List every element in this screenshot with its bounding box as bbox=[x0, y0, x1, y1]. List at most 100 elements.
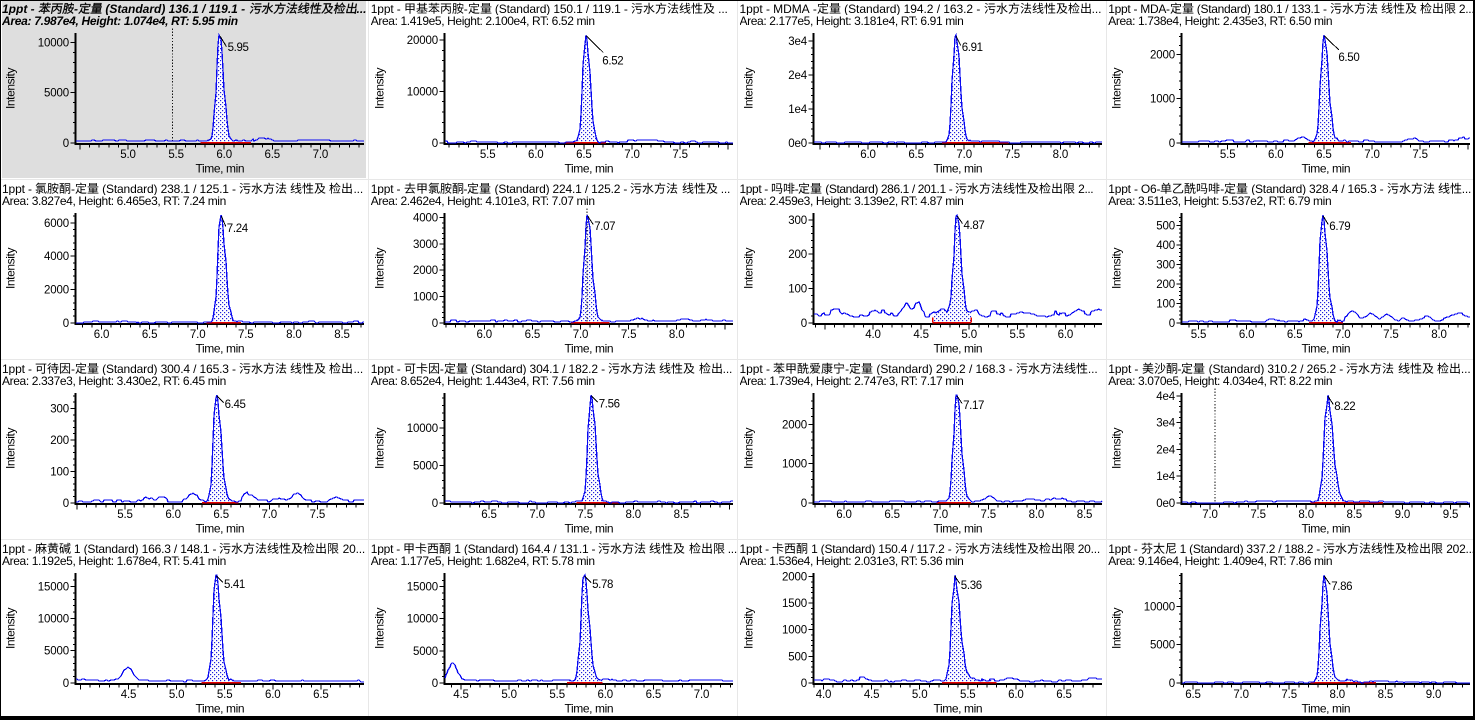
svg-text:Time, min: Time, min bbox=[933, 342, 982, 356]
svg-text:2000: 2000 bbox=[44, 285, 69, 297]
svg-text:1000: 1000 bbox=[413, 292, 438, 304]
svg-text:Time, min: Time, min bbox=[564, 342, 613, 356]
svg-text:4e4: 4e4 bbox=[1157, 391, 1176, 403]
svg-text:500: 500 bbox=[788, 651, 807, 663]
svg-text:8.0: 8.0 bbox=[669, 329, 685, 341]
svg-text:5.78: 5.78 bbox=[592, 579, 613, 591]
svg-text:Time, min: Time, min bbox=[933, 522, 982, 536]
svg-text:100: 100 bbox=[788, 284, 807, 296]
svg-text:0: 0 bbox=[1169, 678, 1175, 690]
svg-text:1e4: 1e4 bbox=[788, 104, 807, 116]
svg-text:5.5: 5.5 bbox=[549, 689, 565, 701]
svg-text:1000: 1000 bbox=[782, 459, 807, 471]
svg-text:2000: 2000 bbox=[413, 265, 438, 277]
svg-text:200: 200 bbox=[788, 249, 807, 261]
svg-text:7.0: 7.0 bbox=[190, 329, 206, 341]
svg-text:1e4: 1e4 bbox=[1157, 471, 1176, 483]
svg-text:0: 0 bbox=[1169, 138, 1175, 150]
svg-text:20000: 20000 bbox=[407, 35, 438, 47]
svg-text:7.0: 7.0 bbox=[262, 509, 278, 521]
svg-text:6.5: 6.5 bbox=[908, 149, 924, 161]
svg-text:Intensity: Intensity bbox=[741, 248, 755, 289]
svg-text:Time, min: Time, min bbox=[1302, 522, 1351, 536]
svg-text:10000: 10000 bbox=[1144, 601, 1175, 613]
svg-text:6.5: 6.5 bbox=[481, 509, 497, 521]
svg-text:0: 0 bbox=[432, 498, 438, 510]
svg-text:2000: 2000 bbox=[1150, 49, 1175, 61]
svg-text:0: 0 bbox=[63, 678, 69, 690]
svg-text:4.5: 4.5 bbox=[913, 329, 929, 341]
svg-text:10000: 10000 bbox=[407, 87, 438, 99]
svg-text:6.0: 6.0 bbox=[265, 689, 281, 701]
svg-text:0e0: 0e0 bbox=[1157, 498, 1176, 510]
svg-text:9.5: 9.5 bbox=[1443, 509, 1459, 521]
svg-text:Intensity: Intensity bbox=[1110, 428, 1124, 469]
svg-text:7.5: 7.5 bbox=[1004, 149, 1020, 161]
svg-text:Intensity: Intensity bbox=[372, 68, 386, 109]
svg-text:7.5: 7.5 bbox=[672, 149, 688, 161]
svg-text:7.0: 7.0 bbox=[956, 149, 972, 161]
svg-text:0: 0 bbox=[800, 318, 806, 330]
svg-text:Time, min: Time, min bbox=[1302, 162, 1351, 176]
svg-text:7.0: 7.0 bbox=[624, 149, 640, 161]
svg-text:Intensity: Intensity bbox=[372, 608, 386, 649]
svg-text:6.5: 6.5 bbox=[1185, 689, 1201, 701]
svg-text:Intensity: Intensity bbox=[4, 248, 18, 289]
svg-text:5.5: 5.5 bbox=[960, 689, 976, 701]
svg-text:5.5: 5.5 bbox=[117, 509, 133, 521]
svg-text:6.0: 6.0 bbox=[1268, 149, 1284, 161]
svg-text:200: 200 bbox=[50, 435, 69, 447]
svg-text:5.5: 5.5 bbox=[1191, 329, 1207, 341]
svg-text:Time, min: Time, min bbox=[1302, 342, 1351, 356]
svg-text:2e4: 2e4 bbox=[1157, 444, 1176, 456]
svg-text:4000: 4000 bbox=[413, 213, 438, 225]
svg-text:5.5: 5.5 bbox=[168, 149, 184, 161]
svg-text:7.0: 7.0 bbox=[1364, 149, 1380, 161]
svg-text:6.5: 6.5 bbox=[645, 689, 661, 701]
svg-text:Intensity: Intensity bbox=[741, 68, 755, 109]
svg-text:7.56: 7.56 bbox=[598, 399, 619, 411]
svg-text:0: 0 bbox=[432, 138, 438, 150]
svg-text:15000: 15000 bbox=[407, 582, 438, 594]
svg-text:10000: 10000 bbox=[38, 614, 69, 626]
svg-text:Intensity: Intensity bbox=[1110, 248, 1124, 289]
svg-text:5000: 5000 bbox=[44, 88, 69, 100]
svg-text:5000: 5000 bbox=[44, 646, 69, 658]
svg-text:100: 100 bbox=[50, 466, 69, 478]
svg-text:5.5: 5.5 bbox=[1220, 149, 1236, 161]
svg-text:Time, min: Time, min bbox=[195, 522, 244, 536]
svg-text:Intensity: Intensity bbox=[741, 608, 755, 649]
svg-text:4.0: 4.0 bbox=[815, 689, 831, 701]
svg-text:5000: 5000 bbox=[1150, 640, 1175, 652]
svg-text:8.0: 8.0 bbox=[1431, 329, 1447, 341]
svg-text:Intensity: Intensity bbox=[4, 608, 18, 649]
svg-text:6.5: 6.5 bbox=[265, 149, 281, 161]
svg-text:7.5: 7.5 bbox=[621, 329, 637, 341]
svg-text:4.0: 4.0 bbox=[865, 329, 881, 341]
svg-text:7.5: 7.5 bbox=[238, 329, 254, 341]
svg-text:300: 300 bbox=[50, 404, 69, 416]
svg-text:8.0: 8.0 bbox=[1299, 509, 1315, 521]
svg-text:5.0: 5.0 bbox=[169, 689, 185, 701]
svg-text:7.5: 7.5 bbox=[1251, 509, 1267, 521]
svg-text:Time, min: Time, min bbox=[195, 702, 244, 716]
svg-text:Intensity: Intensity bbox=[1110, 68, 1124, 109]
svg-text:6.0: 6.0 bbox=[476, 329, 492, 341]
svg-text:2e4: 2e4 bbox=[788, 70, 807, 82]
svg-text:4.5: 4.5 bbox=[453, 689, 469, 701]
svg-text:6.79: 6.79 bbox=[1330, 221, 1351, 233]
svg-text:7.07: 7.07 bbox=[594, 221, 615, 233]
svg-text:8.5: 8.5 bbox=[334, 329, 350, 341]
svg-text:7.86: 7.86 bbox=[1331, 581, 1352, 593]
svg-text:6.91: 6.91 bbox=[961, 42, 982, 54]
svg-text:1000: 1000 bbox=[782, 625, 807, 637]
svg-text:10000: 10000 bbox=[38, 37, 69, 49]
svg-text:6.5: 6.5 bbox=[313, 689, 329, 701]
svg-text:7.0: 7.0 bbox=[1202, 509, 1218, 521]
svg-text:2000: 2000 bbox=[782, 419, 807, 431]
svg-text:6.5: 6.5 bbox=[1287, 329, 1303, 341]
svg-text:5.36: 5.36 bbox=[960, 580, 981, 592]
svg-text:7.0: 7.0 bbox=[693, 689, 709, 701]
svg-text:0: 0 bbox=[63, 138, 69, 150]
svg-text:5.95: 5.95 bbox=[228, 42, 249, 54]
